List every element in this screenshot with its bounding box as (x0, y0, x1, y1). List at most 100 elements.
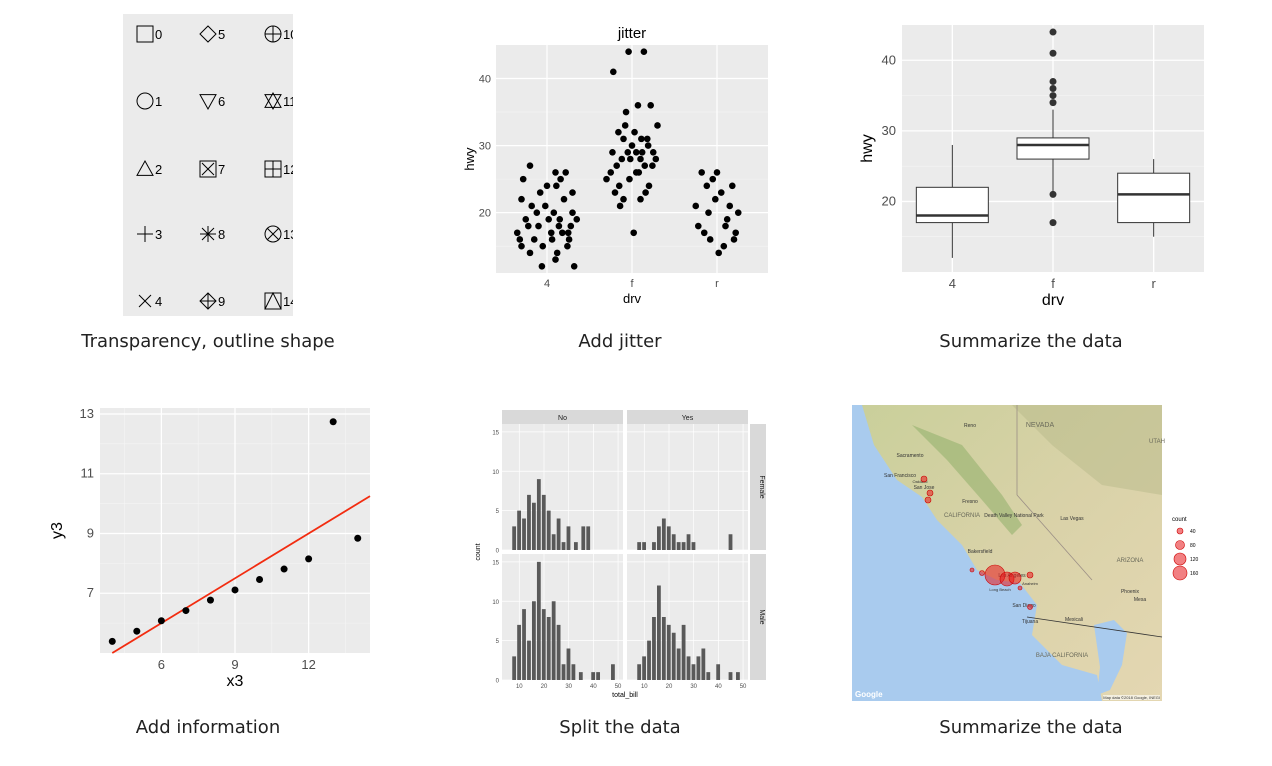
map-place-label: Fresno (962, 499, 978, 505)
legend-label: 40 (1190, 529, 1196, 535)
data-point (698, 169, 705, 176)
shape-glyph-7 (199, 160, 217, 178)
data-point (700, 229, 708, 237)
histogram-bar (696, 656, 701, 680)
data-point (611, 189, 619, 196)
x-tick-label: f (1051, 276, 1055, 291)
facet-strip-col (627, 410, 748, 424)
map-place-label: Reno (964, 423, 976, 429)
data-point (615, 128, 622, 136)
facet-strip-label: Female (758, 475, 765, 498)
histogram-bar (657, 526, 661, 550)
map-data-point (1027, 604, 1033, 610)
histogram-bar (637, 542, 642, 550)
x-axis-title: total_bill (612, 692, 638, 699)
data-point (642, 189, 649, 196)
data-point (641, 162, 649, 170)
map-ocean (852, 405, 1102, 701)
shape-code-label: 14 (283, 294, 293, 309)
shape-square (136, 25, 154, 43)
y-axis-title: y3 (49, 522, 66, 539)
data-point (542, 202, 549, 210)
map-place-label: Death Valley National Park (984, 513, 1044, 519)
data-point (631, 128, 638, 136)
shape-code-label: 0 (155, 27, 162, 42)
histogram-bar (527, 494, 531, 550)
histogram-bar (716, 664, 721, 680)
caption-map: Summarize the data (939, 717, 1123, 738)
data-point (206, 596, 214, 604)
data-point (518, 195, 525, 203)
data-point (329, 418, 337, 426)
shape-code-label: 4 (155, 294, 162, 309)
histogram-bar (536, 479, 541, 550)
data-point (616, 202, 624, 210)
data-point (562, 169, 569, 176)
data-point (354, 534, 362, 542)
histogram-bar (681, 624, 686, 680)
data-point (526, 249, 534, 257)
data-point (559, 229, 566, 237)
data-point (182, 607, 190, 615)
data-point (518, 242, 525, 250)
x-axis-title: drv (623, 291, 642, 306)
data-point (732, 229, 739, 237)
data-point (108, 637, 116, 645)
map-place-label: San Jose (914, 485, 935, 491)
data-point (730, 236, 738, 243)
map-svg: NEVADA Reno Sacramento San Francisco San Jos… (852, 405, 1165, 701)
data-point (535, 222, 542, 230)
x-tick-label: 40 (715, 684, 722, 690)
map-data-point (1008, 571, 1022, 585)
x-tick-label: r (1151, 276, 1156, 291)
shape-code-label: 13 (283, 227, 293, 242)
histogram-bar (657, 585, 661, 680)
histogram-bar (561, 542, 566, 550)
data-point (628, 142, 636, 149)
data-point (695, 222, 702, 230)
shape-glyph-0 (136, 25, 154, 43)
y-tick-label: 5 (496, 639, 500, 645)
histogram-bar (691, 542, 696, 550)
data-point (734, 209, 742, 216)
histogram-bar (637, 664, 642, 680)
data-point (567, 222, 575, 230)
y-tick-label: 10 (492, 470, 499, 476)
data-point (634, 102, 642, 109)
shape-code-label: 5 (218, 27, 225, 42)
map-gulf (1094, 620, 1127, 695)
data-point (723, 216, 731, 223)
data-point (649, 148, 657, 156)
x-axis-title: x3 (227, 673, 244, 690)
facet-strip-row (750, 554, 766, 680)
y-tick-label: 30 (479, 141, 491, 153)
data-point (231, 586, 239, 594)
y-tick-label: 0 (496, 549, 500, 555)
y-tick-label: 9 (87, 525, 94, 540)
x-tick-label: 40 (590, 684, 597, 690)
shape-code-label: 12 (283, 162, 293, 177)
data-point (557, 175, 564, 183)
map-place-label: San Francisco (884, 473, 916, 479)
shape-triangle (136, 159, 154, 176)
map-data-point (1026, 571, 1034, 579)
data-point (626, 175, 633, 183)
shape-glyph-5 (199, 25, 217, 43)
histogram-bar (671, 632, 676, 680)
shape-cross-b (266, 227, 280, 241)
data-point (610, 68, 617, 76)
legend-symbol (1173, 552, 1187, 566)
histogram-bar (512, 526, 517, 550)
histogram-bar (551, 601, 556, 680)
facets-chart: No Yes Female Male 0 5 10 15 0 5 10 15 10 20 30 40 50 10 2… (475, 410, 766, 699)
data-point (645, 182, 653, 190)
shape-code-label: 11 (283, 94, 293, 109)
histogram-bar (546, 510, 551, 550)
histogram-bar (541, 494, 546, 550)
data-point (709, 175, 717, 183)
x-tick-label: 4 (544, 278, 550, 290)
histogram-bar (546, 617, 551, 680)
data-point (553, 182, 560, 190)
map-place-label: San Diego (1012, 603, 1036, 609)
